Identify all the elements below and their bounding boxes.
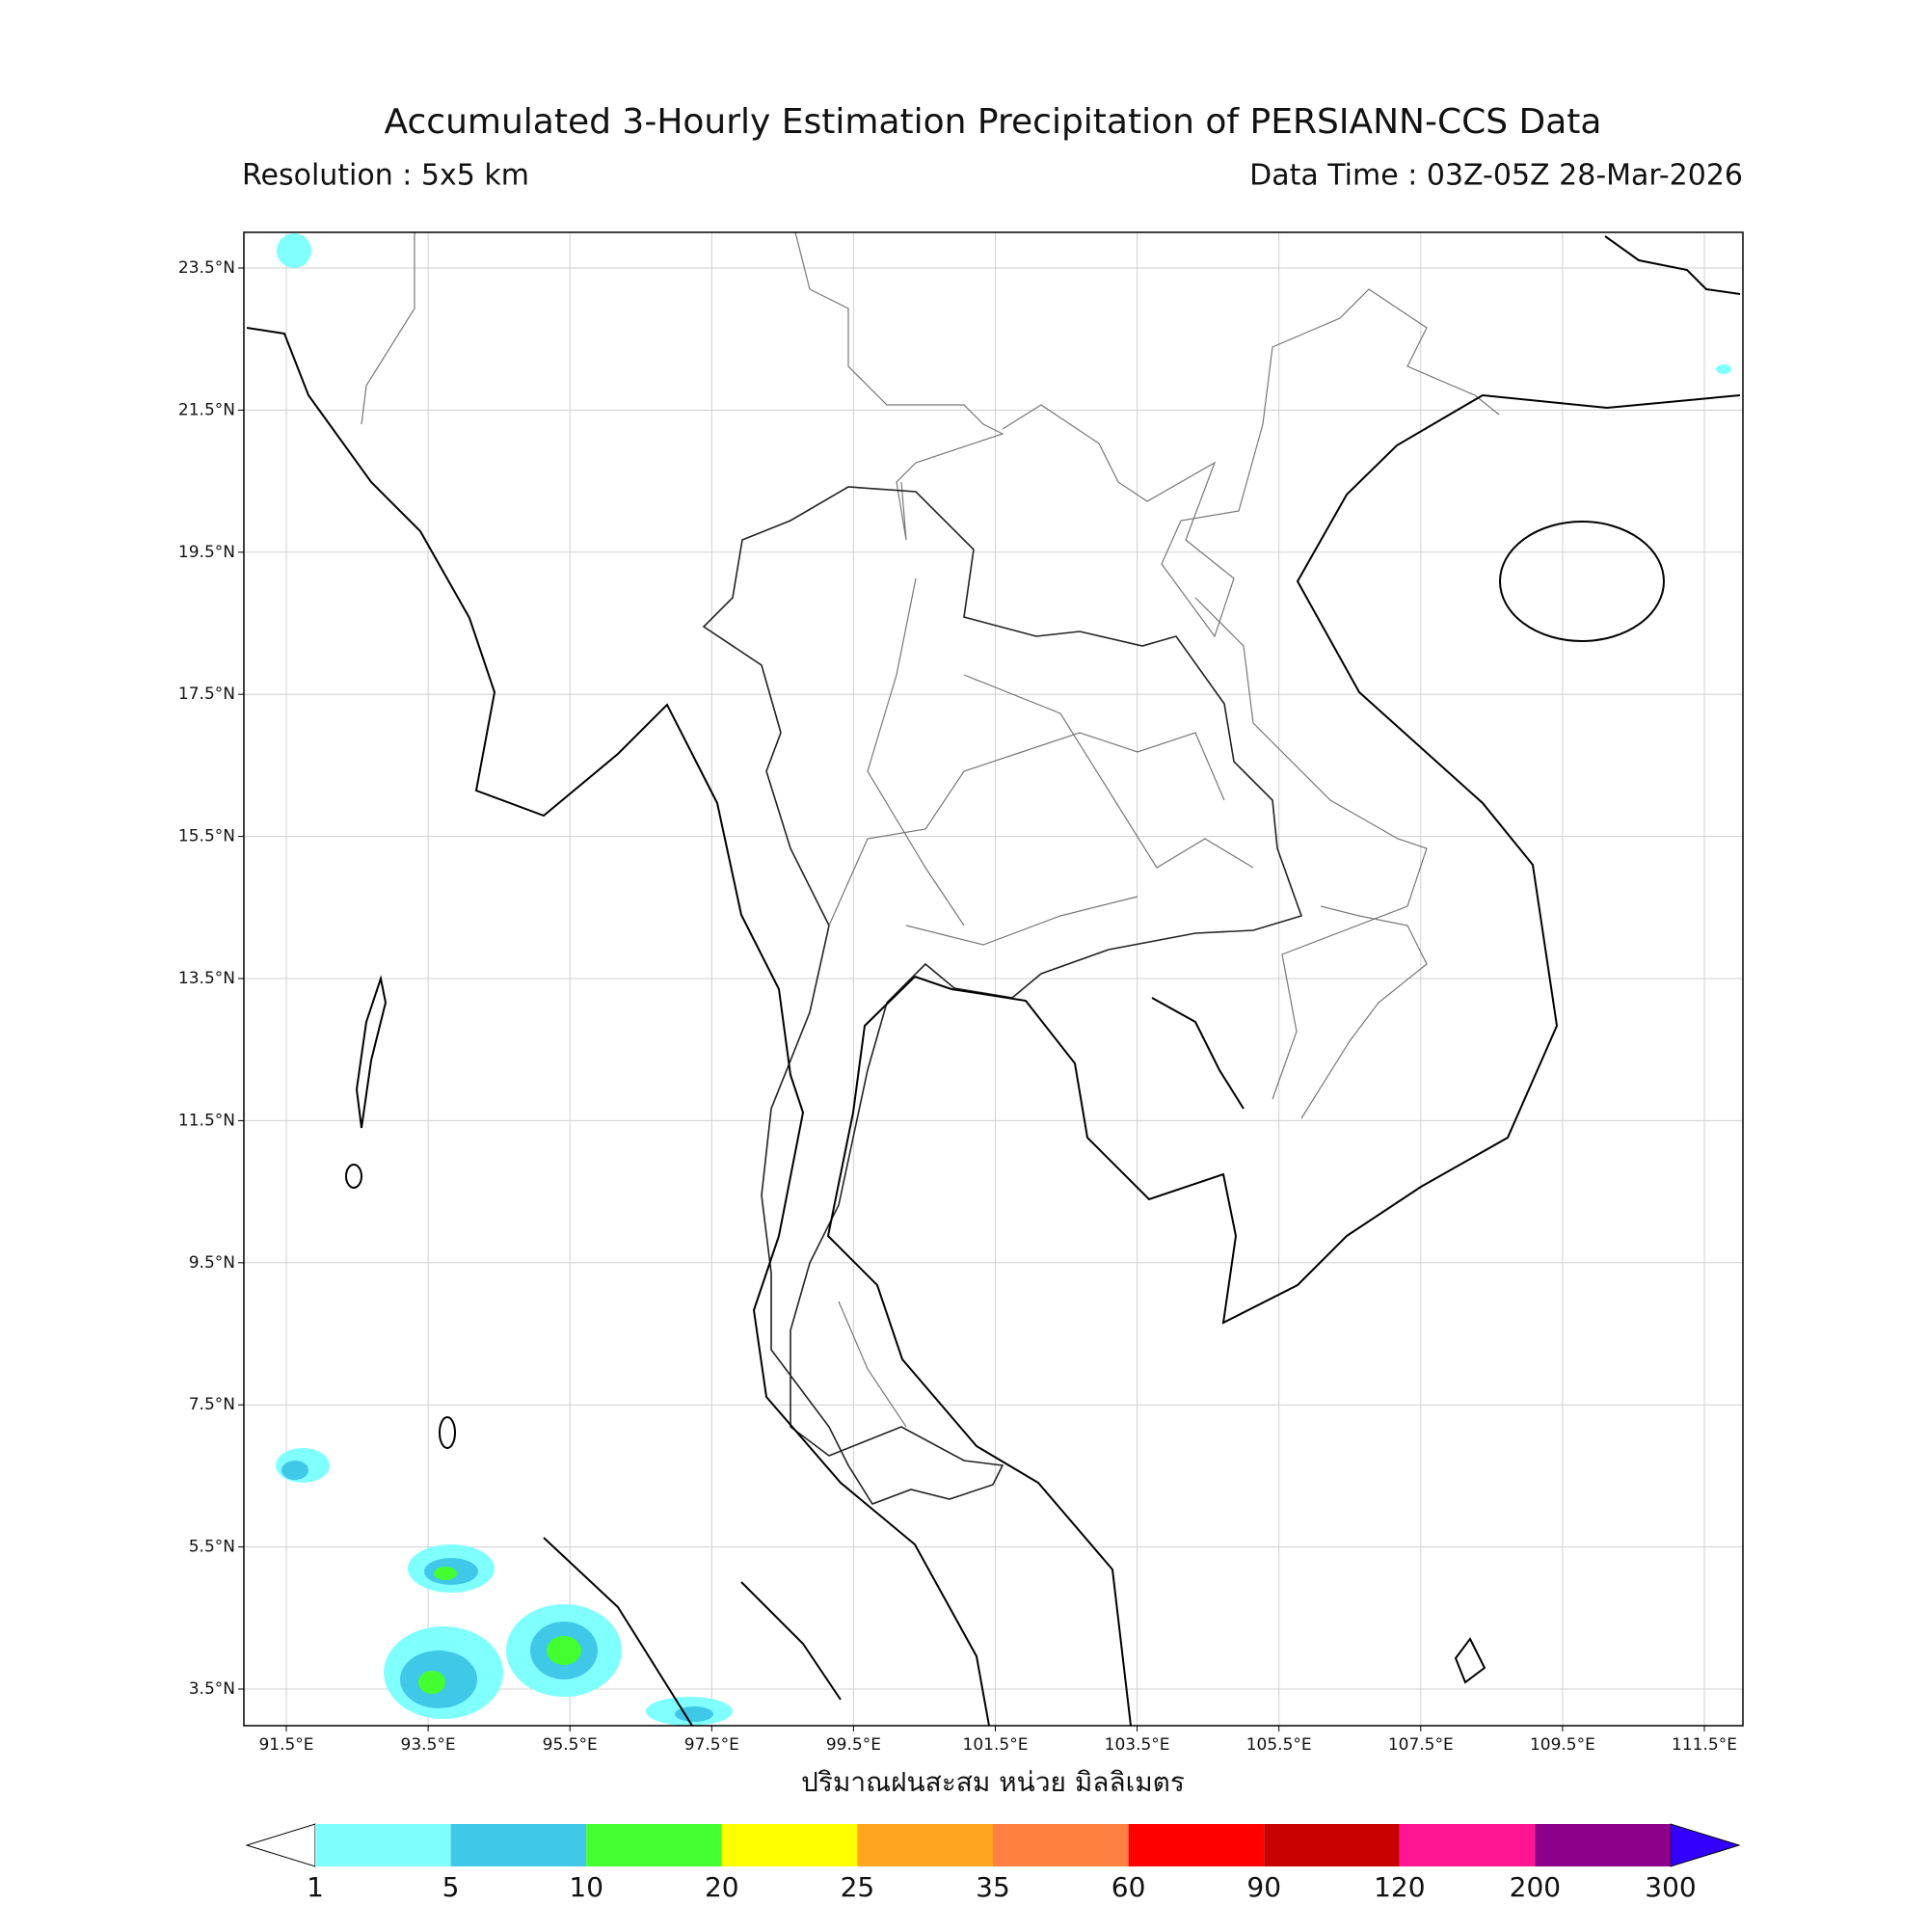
grid bbox=[244, 232, 1743, 1726]
colorbar-segment bbox=[1399, 1824, 1536, 1866]
lat-tick-label: 17.5°N bbox=[178, 684, 235, 704]
colorbar-segment bbox=[586, 1824, 722, 1866]
rain-area bbox=[418, 1671, 445, 1694]
hainan bbox=[1499, 521, 1665, 642]
resolution: Resolution : 5x5 km bbox=[242, 159, 529, 193]
lon-tick-label: 109.5°E bbox=[1530, 1735, 1595, 1755]
rain-area bbox=[1716, 364, 1731, 374]
lon-tick-label: 93.5°E bbox=[401, 1735, 456, 1755]
colorbar-segment bbox=[993, 1824, 1129, 1866]
colorbar-tick-label: 200 bbox=[1510, 1871, 1561, 1903]
lon-tick-label: 97.5°E bbox=[684, 1735, 739, 1755]
lon-tick-label: 103.5°E bbox=[1105, 1735, 1170, 1755]
lon-tick-label: 91.5°E bbox=[258, 1735, 313, 1755]
colorbar-segment bbox=[450, 1824, 587, 1866]
title: Accumulated 3-Hourly Estimation Precipit… bbox=[385, 102, 1602, 142]
rain-fields bbox=[276, 233, 1731, 1726]
lon-tick-label: 105.5°E bbox=[1246, 1735, 1312, 1755]
lat-tick-label: 19.5°N bbox=[178, 543, 235, 562]
colorbar-tick-label: 25 bbox=[841, 1871, 875, 1903]
colorbar-tick-label: 90 bbox=[1246, 1871, 1281, 1903]
lon-tick-label: 95.5°E bbox=[543, 1735, 598, 1755]
colorbar-tick-label: 20 bbox=[705, 1871, 739, 1903]
colorbar-tick-label: 1 bbox=[307, 1871, 324, 1903]
axes: 23.5°N 21.5°N 19.5°N 17.5°N 15.5°N 13.5°N 11.5… bbox=[178, 258, 1737, 1755]
lon-tick-label: 111.5°E bbox=[1672, 1735, 1737, 1755]
colorbar-under bbox=[245, 1823, 316, 1867]
colorbar-segment bbox=[721, 1824, 858, 1866]
colorbar-over bbox=[1670, 1823, 1741, 1867]
lat-tick-label: 7.5°N bbox=[189, 1395, 235, 1414]
rain-area bbox=[281, 1461, 308, 1480]
thailand-provinces bbox=[702, 486, 1303, 1505]
lat-tick-label: 9.5°N bbox=[189, 1253, 235, 1273]
lon-tick-label: 99.5°E bbox=[826, 1735, 881, 1755]
lat-tick-label: 5.5°N bbox=[189, 1538, 235, 1557]
colorbar-segment bbox=[1128, 1824, 1265, 1866]
lat-tick-label: 13.5°N bbox=[178, 969, 235, 988]
lat-tick-label: 23.5°N bbox=[178, 258, 235, 278]
data-time: Data Time : 03Z-05Z 28-Mar-2026 bbox=[1249, 159, 1743, 193]
lon-tick-label: 107.5°E bbox=[1388, 1735, 1454, 1755]
colorbar-segment bbox=[1264, 1824, 1400, 1866]
coastlines bbox=[246, 235, 1741, 1727]
rain-area bbox=[277, 233, 311, 268]
lat-tick-label: 21.5°N bbox=[178, 400, 235, 419]
colorbar-tick-label: 120 bbox=[1374, 1871, 1425, 1903]
colorbar-tick-label: 5 bbox=[442, 1871, 460, 1903]
borders bbox=[361, 231, 1500, 1119]
rain-area bbox=[434, 1567, 457, 1580]
colorbar-segment bbox=[315, 1824, 451, 1866]
rain-area bbox=[675, 1706, 713, 1722]
colorbar-segment bbox=[857, 1824, 993, 1866]
lon-tick-label: 101.5°E bbox=[963, 1735, 1029, 1755]
lat-tick-label: 11.5°N bbox=[178, 1111, 235, 1130]
colorbar-tick-label: 300 bbox=[1645, 1871, 1696, 1903]
colorbar-tick-label: 10 bbox=[569, 1871, 603, 1903]
colorbar-segment bbox=[1535, 1824, 1671, 1866]
colorbar: 1 5 10 20 25 35 60 90 120 200 300 bbox=[245, 1823, 1741, 1903]
colorbar-tick-label: 60 bbox=[1111, 1871, 1146, 1903]
rain-area bbox=[547, 1636, 581, 1665]
lat-tick-label: 3.5°N bbox=[189, 1679, 235, 1699]
x-axis-label: ปริมาณฝนสะสม หน่วย มิลลิเมตร bbox=[801, 1766, 1185, 1798]
colorbar-tick-label: 35 bbox=[976, 1871, 1010, 1903]
lat-tick-label: 15.5°N bbox=[178, 827, 235, 846]
